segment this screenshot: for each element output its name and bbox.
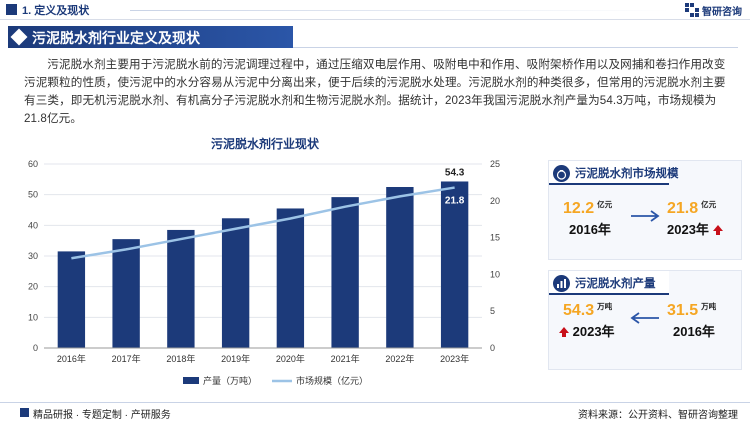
legend-label-bar: 产量（万吨） — [203, 375, 257, 386]
bar-chart-icon — [553, 275, 570, 292]
bar — [112, 239, 140, 348]
up-arrow-icon — [712, 225, 723, 235]
logo-text: 智研咨询 — [702, 6, 742, 18]
combo-chart: 污泥脱水剂行业现状 0 10 20 30 40 50 60 0 5 10 15 20 25 2016年 20… — [28, 136, 500, 386]
y-left-tick-label: 10 — [28, 312, 38, 322]
banner-divider — [293, 47, 738, 48]
output-2023-year: 2023年 — [559, 321, 615, 340]
y-left-tick-label: 60 — [28, 159, 38, 169]
chart-container: 污泥脱水剂行业现状 0 10 20 30 40 50 60 0 5 10 15 20 25 2016年 20… — [10, 134, 530, 406]
y-right-tick-label: 5 — [490, 306, 495, 316]
logo-icon — [685, 3, 699, 17]
bar — [440, 181, 469, 348]
market-2016-value: 12.2 亿元 — [563, 200, 613, 217]
bar — [331, 197, 359, 348]
output-2016-value: 31.5 万吨 — [667, 302, 717, 319]
chart-title: 污泥脱水剂行业现状 — [211, 136, 320, 151]
footer-services: 精品研报 · 专题定制 · 产研服务 — [33, 410, 171, 421]
market-size-card-header: 污泥脱水剂市场规模 — [549, 161, 679, 185]
section-title: 1. 定义及现状 — [22, 5, 90, 17]
output-card-title: 污泥脱水剂产量 — [575, 278, 656, 290]
x-tick-label: 2023年 — [440, 353, 469, 364]
arrow-left-icon — [630, 312, 659, 324]
y-right-tick-label: 0 — [490, 343, 495, 353]
page-title: 污泥脱水剂行业定义及现状 — [32, 30, 200, 46]
market-2016-year: 2016年 — [569, 222, 611, 237]
footer: 精品研报 · 专题定制 · 产研服务 资料来源：公开资料、智研咨询整理 — [0, 402, 750, 421]
bar-data-label: 54.3 — [445, 167, 465, 178]
page-title-banner: 污泥脱水剂行业定义及现状 — [8, 26, 293, 48]
intro-paragraph: 污泥脱水剂主要用于污泥脱水前的污泥调理过程中，通过压缩双电层作用、吸附电中和作用… — [24, 58, 726, 125]
legend: 产量（万吨） 市场规模（亿元） — [183, 375, 368, 386]
x-tick-label: 2018年 — [166, 353, 195, 364]
data-labels: 54.3 21.8 — [445, 167, 465, 206]
output-card: 污泥脱水剂产量 54.3 万吨 2023年 31.5 万吨 2016年 — [548, 270, 742, 370]
axes: 0 10 20 30 40 50 60 0 5 10 15 20 25 2016年 2017年 2018年 20… — [28, 159, 500, 364]
bar — [276, 208, 305, 348]
bar — [386, 187, 414, 348]
legend-swatch-bar — [183, 377, 199, 384]
logo: 智研咨询 — [685, 3, 742, 18]
y-right-tick-label: 15 — [490, 233, 500, 243]
bar-series — [57, 181, 469, 348]
output-2016-year: 2016年 — [673, 324, 715, 339]
legend-label-line: 市场规模（亿元） — [296, 375, 368, 386]
bar — [221, 218, 250, 348]
y-left-tick-label: 20 — [28, 282, 38, 292]
y-right-tick-label: 25 — [490, 159, 500, 169]
x-tick-label: 2016年 — [57, 353, 86, 364]
money-bag-icon — [553, 165, 570, 182]
line-series — [71, 186, 455, 260]
market-size-line — [71, 186, 455, 260]
grid-lines — [44, 163, 482, 349]
bar — [57, 251, 86, 348]
y-left-tick-label: 30 — [28, 251, 38, 261]
up-arrow-icon — [559, 327, 569, 337]
output-card-header: 污泥脱水剂产量 — [549, 271, 669, 295]
market-size-card-title: 污泥脱水剂市场规模 — [575, 168, 679, 180]
market-2023-year: 2023年 — [667, 219, 723, 238]
x-tick-label: 2019年 — [221, 353, 250, 364]
arrow-right-icon — [631, 210, 660, 222]
footer-source: 资料来源：公开资料、智研咨询整理 — [578, 410, 738, 421]
diamond-icon — [10, 28, 28, 46]
top-divider — [130, 10, 670, 11]
section-marker-icon — [6, 4, 17, 15]
output-2023-value: 54.3 万吨 — [563, 302, 613, 319]
line-data-label: 21.8 — [445, 196, 465, 207]
x-tick-label: 2021年 — [331, 353, 360, 364]
y-right-tick-label: 20 — [490, 196, 500, 206]
y-left-tick-label: 50 — [28, 190, 38, 200]
x-tick-label: 2020年 — [276, 353, 305, 364]
top-bar: 1. 定义及现状 智研咨询 — [0, 0, 750, 20]
y-left-tick-label: 0 — [33, 343, 38, 353]
y-left-tick-label: 40 — [28, 220, 38, 230]
bar — [167, 229, 195, 348]
x-tick-label: 2017年 — [112, 353, 141, 364]
market-size-card: 污泥脱水剂市场规模 12.2 亿元 2016年 21.8 亿元 2023年 — [548, 160, 742, 260]
footer-marker-icon — [20, 408, 29, 417]
x-tick-label: 2022年 — [385, 353, 414, 364]
market-2023-value: 21.8 亿元 — [667, 200, 717, 217]
y-right-tick-label: 10 — [490, 269, 500, 279]
